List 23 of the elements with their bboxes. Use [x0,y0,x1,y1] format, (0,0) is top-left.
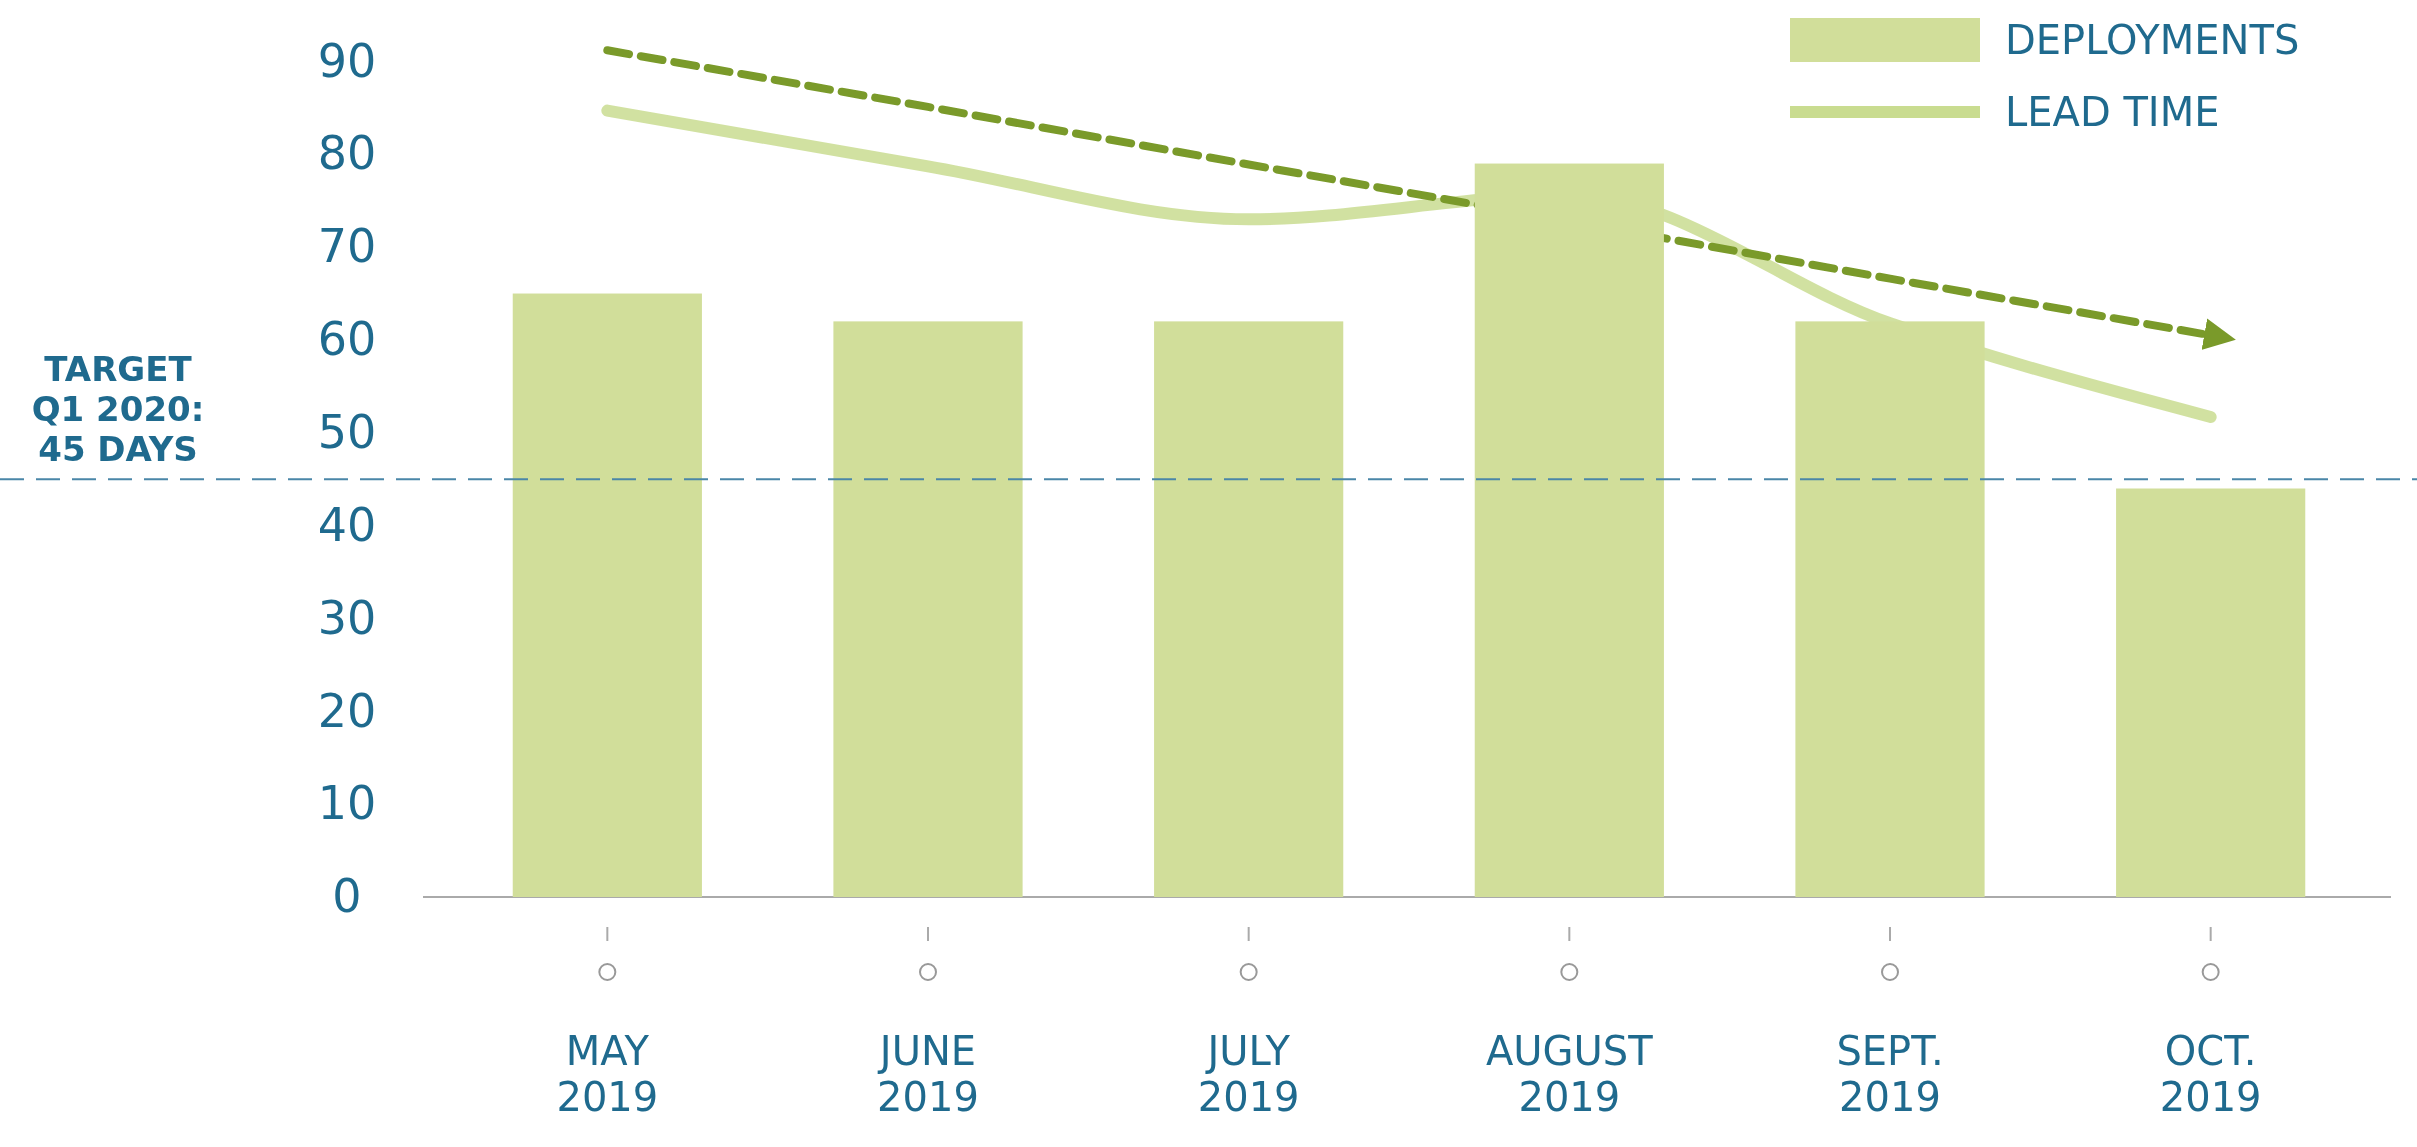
x-tick-label: SEPT. 2019 [1836,1028,1944,1120]
y-tick-label: 60 [317,312,377,367]
y-tick-label: 30 [317,590,377,645]
y-tick-label: 50 [317,405,377,460]
y-tick-label: 40 [317,497,377,552]
bar [2116,488,2306,897]
y-tick-label: 20 [317,683,377,738]
y-tick-label: 0 [332,869,362,924]
legend-label: DEPLOYMENTS [2005,17,2300,63]
x-tick-label: JUNE 2019 [876,1028,979,1120]
bar [833,321,1023,897]
x-tick-label: MAY 2019 [556,1028,659,1120]
x-tick-label: AUGUST 2019 [1485,1028,1654,1120]
y-tick-label: 90 [317,33,377,88]
legend-label: LEAD TIME [2005,89,2220,135]
y-tick-label: 80 [317,126,377,181]
x-tick-label: OCT. 2019 [2159,1028,2262,1120]
ref-line-label: TARGET Q1 2020: 45 DAYS [31,349,205,470]
bar [1154,321,1344,897]
y-tick-label: 70 [317,219,377,274]
bar [512,293,702,897]
x-tick-label: JULY 2019 [1197,1028,1300,1120]
y-tick-label: 10 [317,776,377,831]
